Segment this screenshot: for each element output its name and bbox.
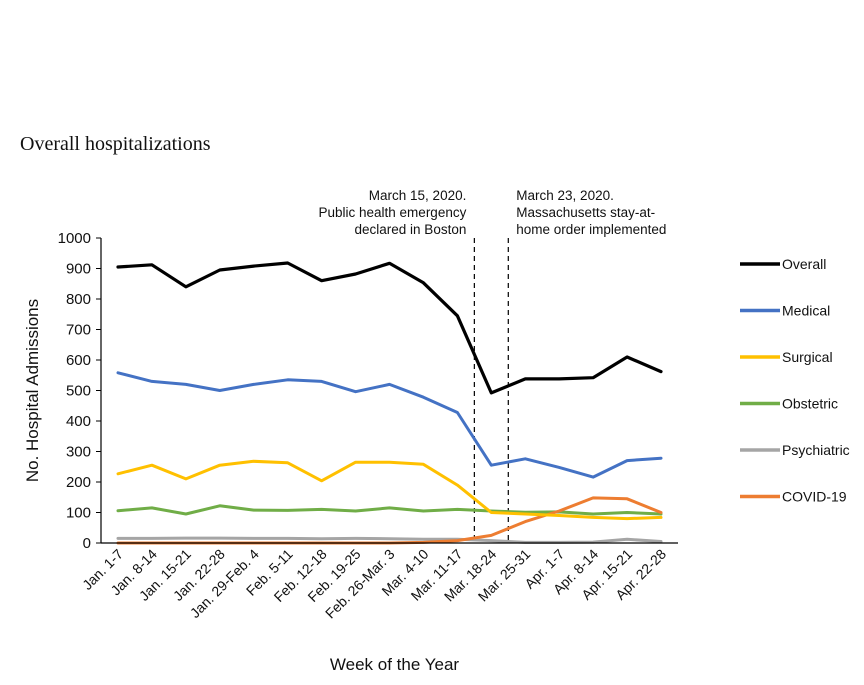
y-tick-label: 800 — [66, 291, 91, 308]
event-annotation-text: declared in Boston — [355, 222, 467, 237]
series-line-psychiatric — [116, 536, 663, 544]
legend-label: Medical — [782, 303, 830, 319]
y-tick-label: 600 — [66, 352, 91, 369]
y-tick-label: 1000 — [58, 230, 91, 247]
legend-label: Surgical — [782, 349, 833, 365]
y-tick-label: 300 — [66, 444, 91, 461]
event-annotation-text: March 23, 2020. — [516, 188, 614, 203]
event-annotation-text: home order implemented — [516, 222, 666, 237]
chart-title: Overall hospitalizations — [20, 133, 211, 155]
legend-label: COVID-19 — [782, 489, 847, 505]
legend-label: Overall — [782, 256, 826, 272]
y-tick-label: 400 — [66, 413, 91, 430]
legend: Overall Medical Surgical Obstetric Psychiatr… — [740, 256, 850, 505]
legend-label: Psychiatric — [782, 442, 850, 458]
event-annotation-text: Public health emergency — [319, 205, 467, 220]
series-line-covid-19 — [116, 496, 663, 545]
event-annotation-text: March 15, 2020. — [369, 188, 467, 203]
y-tick-label: 700 — [66, 322, 91, 339]
series-line-surgical — [116, 459, 663, 521]
y-tick-label: 0 — [83, 535, 91, 552]
x-axis-label: Week of the Year — [330, 655, 460, 674]
y-tick-label: 200 — [66, 474, 91, 491]
y-tick-label: 900 — [66, 261, 91, 278]
series-line-overall — [116, 261, 663, 395]
y-tick-label: 500 — [66, 383, 91, 400]
legend-label: Obstetric — [782, 396, 838, 412]
series-line-medical — [116, 371, 663, 479]
y-tick-label: 100 — [66, 505, 91, 522]
y-axis-label: No. Hospital Admissions — [23, 299, 42, 482]
event-annotation-text: Massachusetts stay-at- — [516, 205, 655, 220]
series-line-obstetric — [116, 504, 663, 516]
